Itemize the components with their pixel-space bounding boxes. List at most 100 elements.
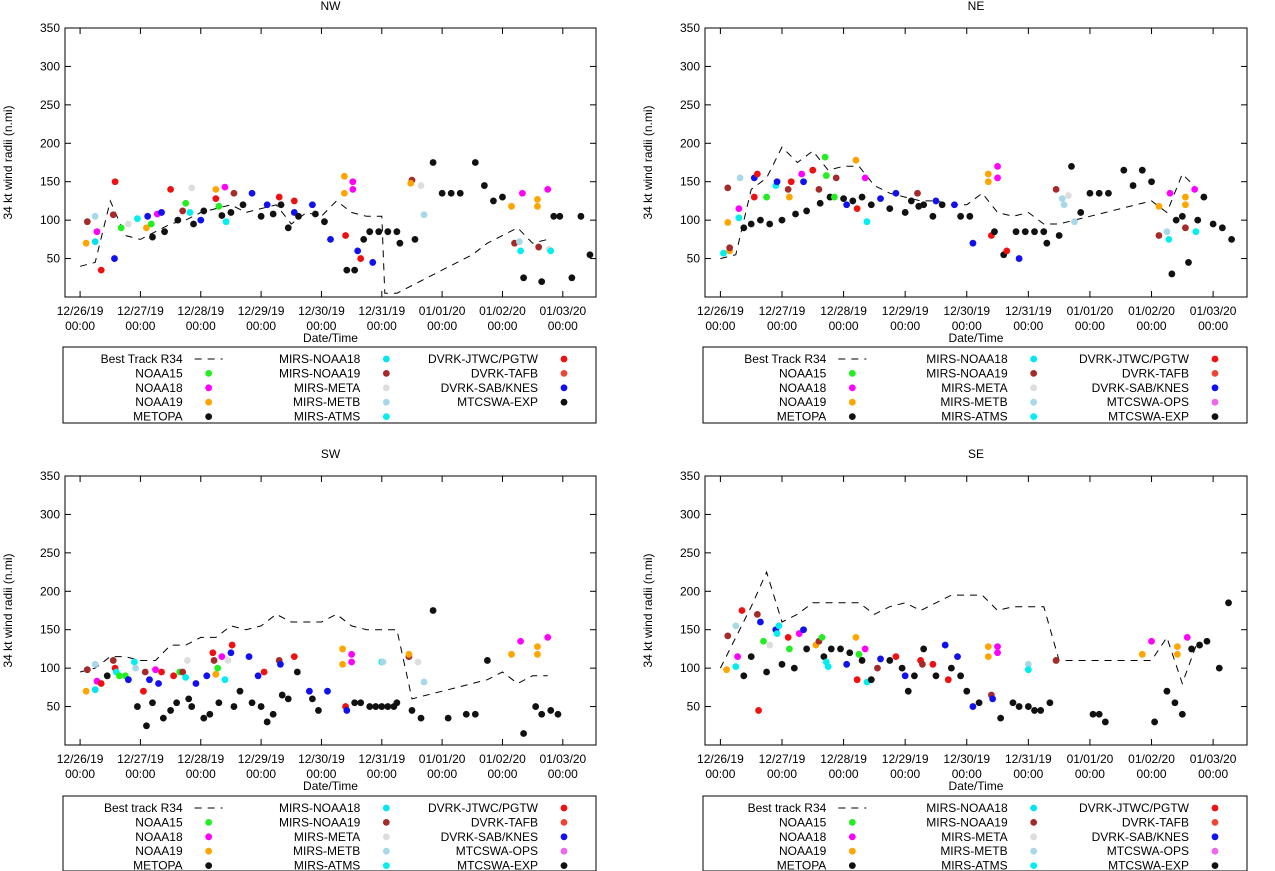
data-point — [803, 646, 810, 653]
data-point — [877, 195, 884, 202]
y-tick-label: 250 — [40, 546, 60, 560]
legend-swatch-dot — [1030, 833, 1037, 840]
data-point — [1156, 232, 1163, 239]
data-point — [951, 201, 958, 208]
data-point — [854, 676, 861, 683]
plot-frame — [65, 28, 596, 297]
data-point — [803, 208, 810, 215]
data-point — [914, 190, 921, 197]
data-point — [291, 198, 298, 205]
data-point — [734, 653, 741, 660]
data-point — [862, 174, 869, 181]
data-point — [348, 659, 355, 666]
data-point — [792, 211, 799, 218]
data-point — [957, 672, 964, 679]
data-point — [859, 657, 866, 664]
data-point — [966, 213, 973, 220]
data-point — [748, 653, 755, 660]
data-point — [520, 274, 527, 281]
data-point — [1087, 190, 1094, 197]
y-tick-label: 300 — [680, 59, 700, 73]
data-point — [149, 234, 156, 241]
x-tick-label-date: 12/31/19 — [358, 304, 405, 318]
data-point — [1172, 699, 1179, 706]
data-point — [306, 688, 313, 695]
data-point — [1003, 247, 1010, 254]
data-point — [538, 711, 545, 718]
x-axis-label: Date/Time — [303, 331, 358, 345]
data-point — [985, 178, 992, 185]
legend-swatch-dot — [1212, 833, 1219, 840]
legend-swatch-dot — [561, 805, 568, 812]
x-tick-label-time: 00:00 — [1075, 767, 1105, 781]
x-tick-label-time: 00:00 — [1013, 767, 1043, 781]
data-point — [893, 653, 900, 660]
data-point — [215, 699, 222, 706]
legend-swatch-dot — [1212, 370, 1219, 377]
data-point — [83, 240, 90, 247]
data-point — [203, 672, 210, 679]
legend-swatch-dot — [1212, 805, 1219, 812]
x-tick-label-date: 12/30/19 — [943, 304, 990, 318]
data-point — [212, 195, 219, 202]
data-point — [92, 213, 99, 220]
data-point — [823, 172, 830, 179]
data-point — [517, 638, 524, 645]
data-point — [258, 703, 265, 710]
data-point — [249, 190, 256, 197]
data-point — [312, 211, 319, 218]
x-tick-label-date: 12/30/19 — [298, 752, 345, 766]
x-tick-label-time: 00:00 — [246, 767, 276, 781]
data-point — [854, 205, 861, 212]
data-point — [412, 236, 419, 243]
legend-swatch-dot — [849, 413, 856, 420]
legend-label: MTCSWA-OPS — [456, 844, 538, 858]
data-point — [1182, 194, 1189, 201]
data-point — [908, 198, 915, 205]
legend-swatch-dot — [1030, 356, 1037, 363]
data-point — [1061, 201, 1068, 208]
data-point — [520, 730, 527, 737]
legend-swatch-dot — [849, 862, 856, 869]
data-point — [1151, 719, 1158, 726]
legend-swatch-dot — [1212, 399, 1219, 406]
data-point — [568, 274, 575, 281]
data-point — [1053, 186, 1060, 193]
data-point — [197, 217, 204, 224]
legend-swatch-dot — [561, 399, 568, 406]
data-point — [1148, 178, 1155, 185]
data-point — [985, 653, 992, 660]
data-point — [774, 178, 781, 185]
legend-label: MIRS-ATMS — [941, 859, 1007, 871]
data-point — [179, 208, 186, 215]
data-point — [831, 194, 838, 201]
data-point — [1216, 665, 1223, 672]
x-tick-label-date: 01/01/20 — [1067, 752, 1114, 766]
legend-label: MTCSWA-EXP — [457, 395, 538, 409]
data-point — [1043, 240, 1050, 247]
data-point — [348, 651, 355, 658]
data-point — [457, 190, 464, 197]
panel-sw: SW5010015020025030035012/26/1900:0012/27… — [1, 447, 596, 871]
data-point — [1016, 703, 1023, 710]
data-point — [380, 659, 387, 666]
data-point — [1040, 228, 1047, 235]
data-point — [152, 666, 159, 673]
legend-swatch-dot — [561, 370, 568, 377]
data-point — [1096, 711, 1103, 718]
data-point — [92, 686, 99, 693]
data-point — [1071, 218, 1078, 225]
data-point — [970, 703, 977, 710]
legend-label: METOPA — [777, 410, 827, 424]
legend-swatch-dot — [383, 356, 390, 363]
data-point — [1010, 699, 1017, 706]
panel-se: SE5010015020025030035012/26/1900:0012/27… — [641, 447, 1247, 871]
legend-label: MIRS-ATMS — [294, 410, 360, 424]
legend-swatch-dot — [205, 370, 212, 377]
data-point — [1077, 209, 1084, 216]
legend-label: NOAA15 — [135, 815, 183, 829]
y-tick-label: 350 — [40, 469, 60, 483]
legend-swatch-dot — [205, 384, 212, 391]
data-point — [1179, 213, 1186, 220]
data-point — [942, 642, 949, 649]
